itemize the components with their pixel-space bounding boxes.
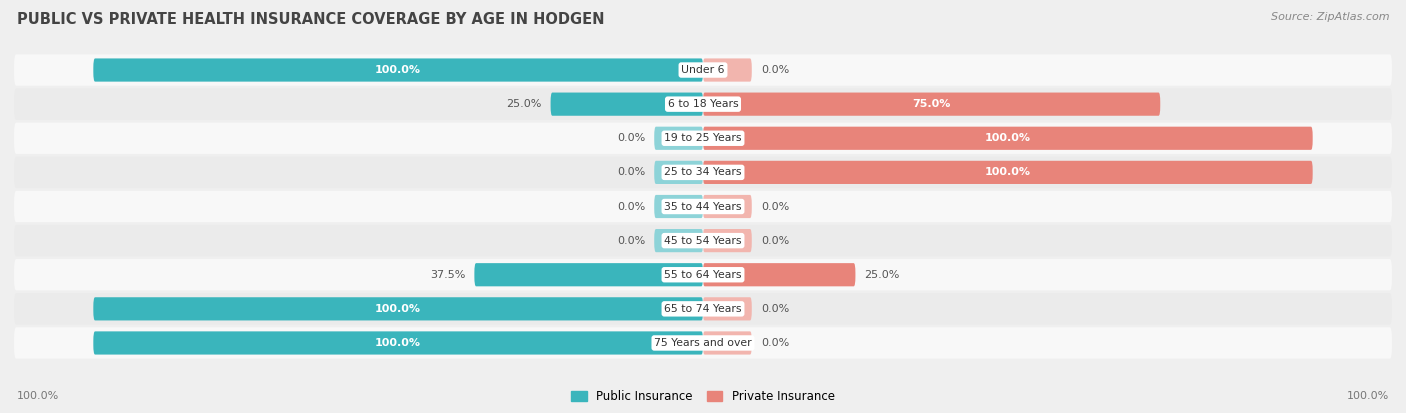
FancyBboxPatch shape <box>14 88 1392 120</box>
Text: 19 to 25 Years: 19 to 25 Years <box>664 133 742 143</box>
Text: 100.0%: 100.0% <box>375 338 422 348</box>
Text: 0.0%: 0.0% <box>617 236 645 246</box>
Text: Source: ZipAtlas.com: Source: ZipAtlas.com <box>1271 12 1389 22</box>
FancyBboxPatch shape <box>703 331 752 355</box>
FancyBboxPatch shape <box>703 127 1313 150</box>
Text: 100.0%: 100.0% <box>17 391 59 401</box>
FancyBboxPatch shape <box>551 93 703 116</box>
Text: 100.0%: 100.0% <box>1347 391 1389 401</box>
Text: 100.0%: 100.0% <box>375 304 422 314</box>
FancyBboxPatch shape <box>93 58 703 82</box>
Text: 25.0%: 25.0% <box>506 99 541 109</box>
Text: 100.0%: 100.0% <box>375 65 422 75</box>
FancyBboxPatch shape <box>93 331 703 355</box>
FancyBboxPatch shape <box>703 93 1160 116</box>
FancyBboxPatch shape <box>703 297 752 320</box>
FancyBboxPatch shape <box>654 229 703 252</box>
Text: 6 to 18 Years: 6 to 18 Years <box>668 99 738 109</box>
FancyBboxPatch shape <box>14 123 1392 154</box>
FancyBboxPatch shape <box>703 229 752 252</box>
Text: 0.0%: 0.0% <box>761 338 789 348</box>
Text: 37.5%: 37.5% <box>430 270 465 280</box>
Text: 0.0%: 0.0% <box>761 65 789 75</box>
Text: 100.0%: 100.0% <box>984 167 1031 177</box>
Text: 0.0%: 0.0% <box>761 236 789 246</box>
Text: 25.0%: 25.0% <box>865 270 900 280</box>
Text: 65 to 74 Years: 65 to 74 Years <box>664 304 742 314</box>
FancyBboxPatch shape <box>14 259 1392 290</box>
Text: 55 to 64 Years: 55 to 64 Years <box>664 270 742 280</box>
Text: 0.0%: 0.0% <box>617 133 645 143</box>
Text: 35 to 44 Years: 35 to 44 Years <box>664 202 742 211</box>
FancyBboxPatch shape <box>14 191 1392 222</box>
FancyBboxPatch shape <box>474 263 703 286</box>
FancyBboxPatch shape <box>93 297 703 320</box>
Text: 0.0%: 0.0% <box>617 202 645 211</box>
FancyBboxPatch shape <box>14 225 1392 256</box>
FancyBboxPatch shape <box>703 58 752 82</box>
Text: 45 to 54 Years: 45 to 54 Years <box>664 236 742 246</box>
Text: 0.0%: 0.0% <box>617 167 645 177</box>
Text: 0.0%: 0.0% <box>761 304 789 314</box>
Text: 75.0%: 75.0% <box>912 99 950 109</box>
FancyBboxPatch shape <box>14 157 1392 188</box>
FancyBboxPatch shape <box>703 195 752 218</box>
FancyBboxPatch shape <box>14 293 1392 325</box>
FancyBboxPatch shape <box>14 55 1392 86</box>
Text: 100.0%: 100.0% <box>984 133 1031 143</box>
Legend: Public Insurance, Private Insurance: Public Insurance, Private Insurance <box>567 385 839 408</box>
Text: 25 to 34 Years: 25 to 34 Years <box>664 167 742 177</box>
FancyBboxPatch shape <box>654 161 703 184</box>
FancyBboxPatch shape <box>703 161 1313 184</box>
Text: 75 Years and over: 75 Years and over <box>654 338 752 348</box>
FancyBboxPatch shape <box>654 195 703 218</box>
FancyBboxPatch shape <box>14 327 1392 358</box>
Text: Under 6: Under 6 <box>682 65 724 75</box>
FancyBboxPatch shape <box>654 127 703 150</box>
FancyBboxPatch shape <box>703 263 855 286</box>
Text: PUBLIC VS PRIVATE HEALTH INSURANCE COVERAGE BY AGE IN HODGEN: PUBLIC VS PRIVATE HEALTH INSURANCE COVER… <box>17 12 605 27</box>
Text: 0.0%: 0.0% <box>761 202 789 211</box>
